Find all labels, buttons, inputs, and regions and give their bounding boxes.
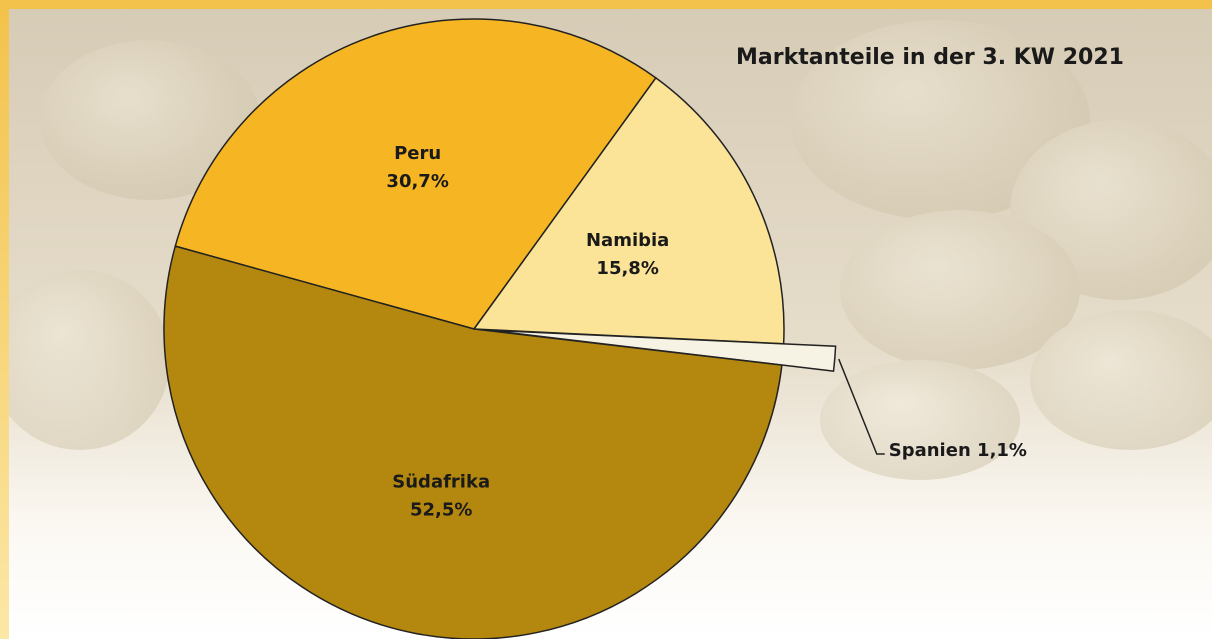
pie-slice: [163, 245, 783, 639]
pie-slice: [174, 18, 657, 330]
category-label: Südafrika: [392, 471, 490, 492]
side-strip: [0, 0, 9, 639]
top-strip: [0, 0, 1212, 9]
category-label: Peru: [394, 143, 441, 164]
value-label: 52,5%: [410, 499, 472, 520]
leader-line: [838, 358, 885, 455]
slice-label: Spanien 1,1%: [889, 440, 1027, 461]
category-label: Namibia: [586, 230, 669, 251]
category-label: Spanien: [889, 440, 971, 461]
value-label: 1,1%: [977, 440, 1027, 461]
value-label: 15,8%: [596, 258, 658, 279]
pie-slice: [472, 76, 785, 345]
value-label: 30,7%: [386, 171, 448, 192]
chart-title: Marktanteile in der 3. KW 2021: [736, 45, 1124, 70]
